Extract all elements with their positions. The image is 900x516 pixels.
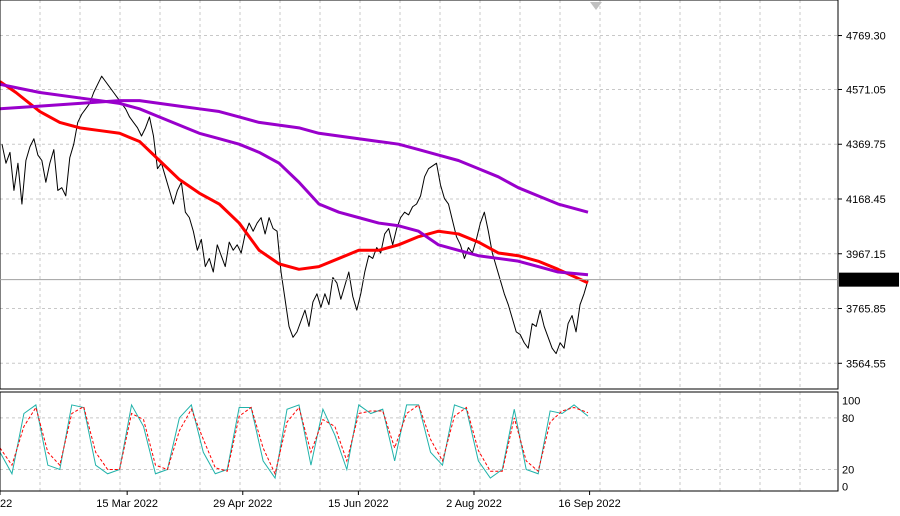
x-tick-label: 16 Sep 2022 — [558, 498, 620, 510]
moving-average-line-1 — [0, 80, 589, 285]
oscillator-tick-label: 0 — [842, 482, 848, 494]
y-tick-label: 3765.85 — [846, 304, 886, 316]
oscillator-tick-label: 100 — [842, 396, 860, 408]
price-series-line — [1, 75, 589, 355]
x-axis: 22 15 Mar 2022 29 Apr 2022 15 Jun 2022 2 Aug… — [0, 491, 621, 510]
oscillator-tick-label: 20 — [842, 464, 854, 476]
oscillator-y-axis: 100 80 20 0 — [842, 396, 860, 494]
x-tick-label: 22 — [0, 498, 12, 510]
y-tick-label: 4571.05 — [846, 84, 886, 96]
main-grid — [0, 0, 838, 389]
main-panel-frame — [0, 0, 839, 390]
main-series-group — [0, 75, 589, 355]
current-price-label: 3871.98 — [844, 275, 884, 287]
current-price-box — [839, 272, 899, 287]
y-tick-label: 4369.75 — [846, 139, 886, 151]
oscillator-tick-label: 80 — [842, 413, 854, 425]
moving-average-line-2 — [0, 82, 589, 277]
main-y-axis: 4769.30 4571.05 4369.75 4168.45 3967.15 3765.… — [838, 31, 886, 370]
oscillator-signal-line — [0, 404, 589, 476]
oscillator-main-line — [0, 403, 589, 480]
moving-average-line-3 — [0, 99, 589, 214]
scroll-marker-icon[interactable] — [590, 2, 602, 10]
x-tick-label: 2 Aug 2022 — [446, 498, 502, 510]
x-tick-label: 15 Jun 2022 — [328, 498, 389, 510]
x-tick-label: 15 Mar 2022 — [96, 498, 158, 510]
x-tick-label: 29 Apr 2022 — [213, 498, 272, 510]
y-tick-label: 3564.55 — [846, 358, 886, 370]
oscillator-series-group — [0, 403, 589, 480]
y-tick-label: 4168.45 — [846, 194, 886, 206]
y-tick-label: 3967.15 — [846, 249, 886, 261]
oscillator-panel-frame — [0, 391, 839, 492]
current-price-tag: 3871.98 — [0, 272, 899, 287]
y-tick-label: 4769.30 — [846, 31, 886, 43]
